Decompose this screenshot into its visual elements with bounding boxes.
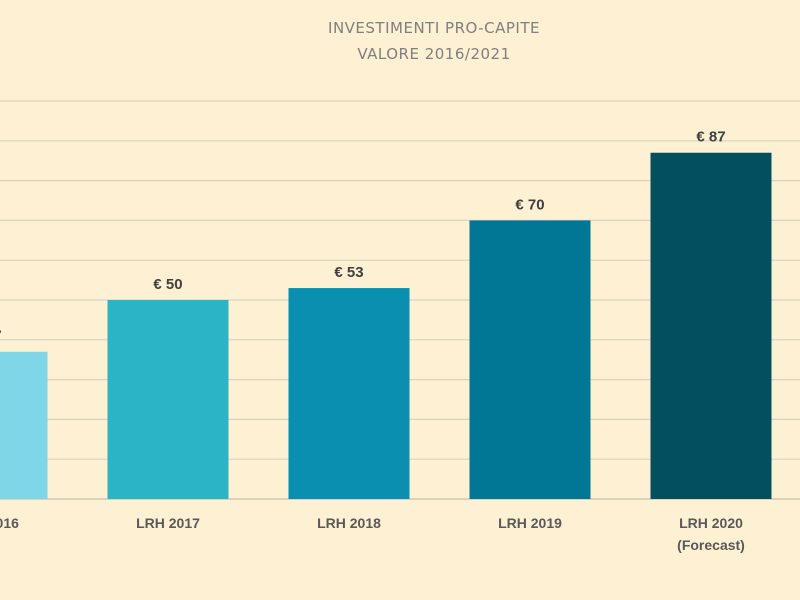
- data-label: € 50: [153, 276, 182, 293]
- data-labels: € 37 € 50 € 53 € 70 € 87: [0, 129, 726, 345]
- data-label: € 70: [515, 196, 544, 213]
- data-label: € 37: [0, 328, 2, 345]
- x-tick-label: LRH 2018: [317, 515, 381, 531]
- bar: [107, 300, 229, 499]
- x-tick-label: LRH 2019: [498, 515, 562, 531]
- x-tick-label: LRH 2016: [0, 515, 19, 531]
- x-tick-labels: LRH 2016 LRH 2017 LRH 2018 LRH 2019 LRH 2020…: [0, 515, 745, 553]
- bar: [288, 288, 410, 499]
- x-tick-label: (Forecast): [677, 537, 745, 553]
- bar: [650, 152, 772, 500]
- bars: [0, 152, 772, 500]
- x-tick-label: LRH 2020: [679, 515, 743, 531]
- data-label: € 87: [696, 129, 725, 146]
- x-tick-label: LRH 2017: [136, 515, 200, 531]
- chart-title: INVESTIMENTI PRO-CAPITE: [328, 19, 540, 37]
- chart-subtitle: VALORE 2016/2021: [357, 45, 510, 63]
- bar: [469, 220, 591, 499]
- bar: [0, 351, 48, 499]
- data-label: € 53: [334, 264, 363, 281]
